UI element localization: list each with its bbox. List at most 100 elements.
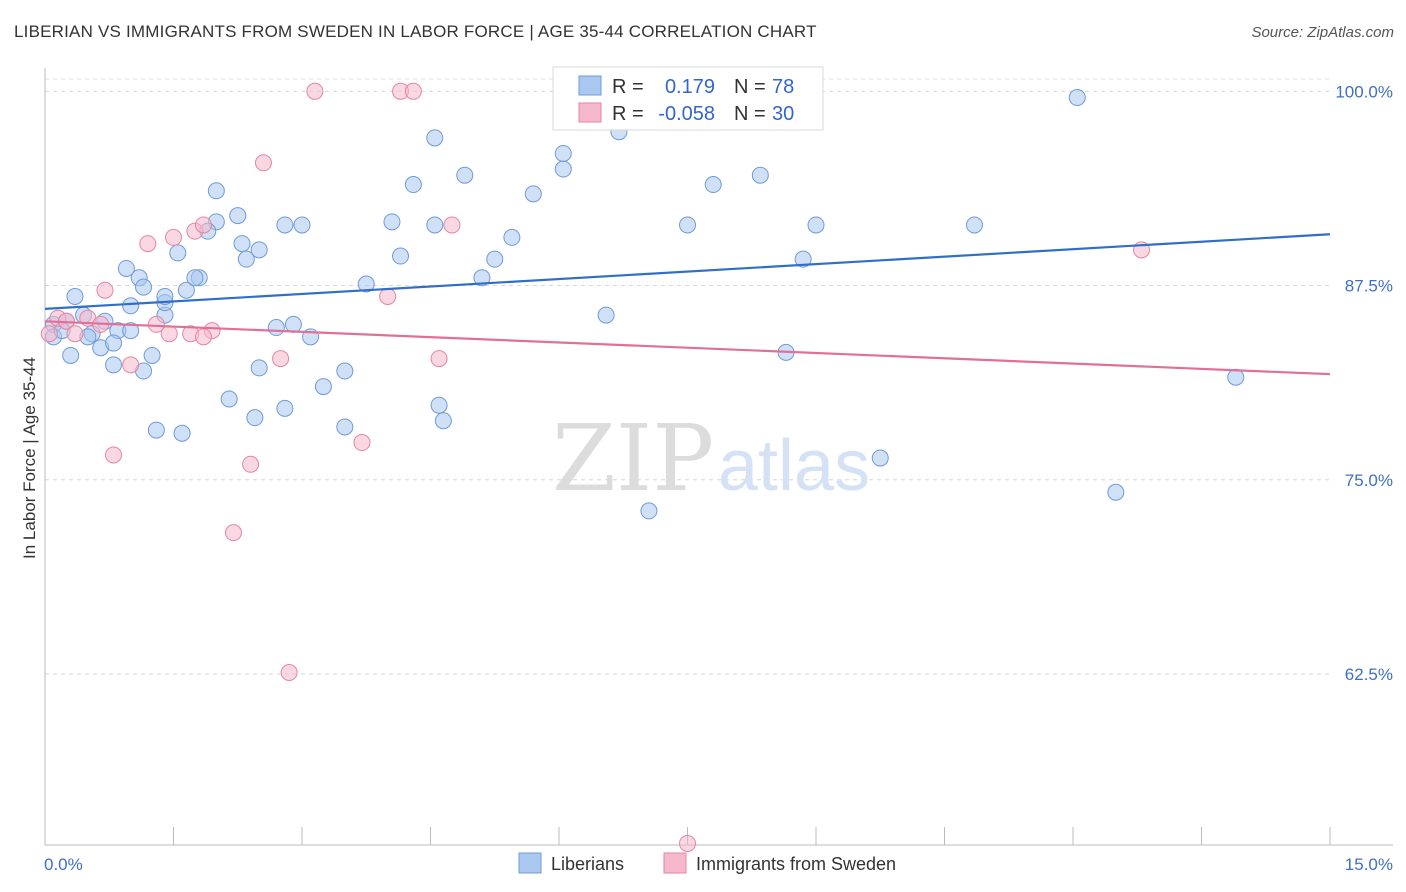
point-liberians [276,399,294,417]
point-sweden [242,455,260,473]
legend-r-key-1: R = [612,76,644,98]
bottom-legend-swatch-liberians [518,852,542,874]
legend-n-key-1: N = [734,76,766,98]
point-sweden [165,228,182,246]
point-liberians [122,322,140,340]
legend-swatch-liberians [578,75,602,96]
point-liberians [807,216,825,234]
point-liberians [105,356,123,374]
point-liberians [135,278,153,296]
point-liberians [503,228,521,246]
point-liberians [554,144,572,162]
point-sweden [96,281,114,299]
point-liberians [456,166,474,184]
legend-r-value-2: -0.058 [658,103,715,125]
point-sweden [353,434,371,452]
point-liberians [426,129,444,147]
legend-box: R = 0.179 N = 78 R = -0.058 N = 30 [552,66,824,131]
bottom-legend-swatch-sweden [663,852,687,874]
point-liberians [250,241,268,259]
legend-n-value-2: 30 [772,103,794,125]
point-liberians [122,297,140,315]
point-sweden [40,325,58,343]
axes [44,68,1393,846]
point-liberians [156,287,174,305]
point-liberians [965,216,983,234]
point-liberians [276,216,294,234]
point-liberians [169,244,187,262]
point-liberians [486,250,504,268]
point-sweden [147,315,165,333]
point-liberians [246,409,264,427]
point-sweden [139,235,157,253]
legend-r-key-2: R = [612,103,644,125]
point-liberians [336,418,354,436]
legend-swatch-sweden [578,102,602,123]
point-liberians [267,319,285,337]
point-liberians [554,160,572,178]
bottom-legend-sweden: Immigrants from Sweden [696,854,896,874]
legend-n-key-2: N = [734,103,766,125]
point-liberians [871,449,889,467]
x-tick-labels: 0.0% 15.0% [44,855,1393,874]
point-liberians [794,250,812,268]
point-liberians [524,185,542,203]
source-label: Source: ZipAtlas.com [1251,24,1394,41]
point-sweden [430,350,448,368]
point-liberians [237,250,255,268]
x-tick-label: 15.0% [1345,855,1393,874]
point-liberians [250,359,268,377]
point-sweden [272,350,290,368]
point-liberians [66,287,84,305]
watermark-atlas: atlas [718,426,870,506]
point-sweden [160,325,178,343]
point-liberians [229,207,247,225]
point-liberians [383,213,401,231]
point-liberians [62,346,80,364]
point-liberians [430,396,448,414]
point-liberians [173,424,191,442]
point-liberians [233,235,251,253]
point-liberians [147,421,165,439]
point-sweden [122,356,140,374]
point-liberians [357,275,375,293]
legend-n-value-1: 78 [772,76,794,98]
chart-title: LIBERIAN VS IMMIGRANTS FROM SWEDEN IN LA… [14,22,817,41]
point-liberians [1227,368,1245,386]
y-axis-label: In Labor Force | Age 35-44 [20,357,39,559]
point-sweden [306,82,324,100]
point-sweden [280,664,298,682]
point-sweden [379,287,397,305]
point-liberians [392,247,410,265]
y-tick-label: 75.0% [1345,471,1393,490]
trend-lines [44,233,1331,376]
point-liberians [284,315,302,333]
point-liberians [186,269,204,287]
point-liberians [336,362,354,380]
y-tick-label: 87.5% [1345,277,1393,296]
point-liberians [473,269,491,287]
bottom-legend: Liberians Immigrants from Sweden [518,852,896,874]
point-sweden [404,82,422,100]
trend-line-liberians [44,233,1331,310]
point-sweden [105,446,123,464]
point-liberians [105,334,123,352]
gridlines [45,78,1330,675]
watermark: ZIP atlas [552,405,870,512]
point-liberians [1068,89,1086,107]
point-liberians [314,378,332,396]
point-liberians [640,502,658,520]
y-tick-labels: 100.0% 87.5% 75.0% 62.5% [1335,82,1393,684]
point-liberians [751,166,769,184]
point-sweden [66,325,84,343]
x-tick-label: 0.0% [44,855,83,874]
trend-line-sweden [44,320,1331,376]
bottom-legend-liberians: Liberians [551,854,624,874]
point-sweden [194,216,212,234]
point-liberians [597,306,615,324]
point-liberians [426,216,444,234]
point-sweden [443,216,461,234]
legend-r-value-1: 0.179 [665,76,715,98]
point-sweden [254,154,272,172]
